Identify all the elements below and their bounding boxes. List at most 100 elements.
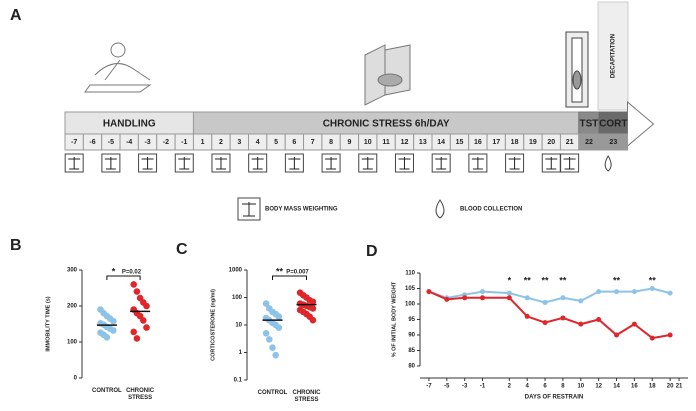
restraint-sketch bbox=[364, 44, 411, 106]
weigh-icon-glyph bbox=[563, 157, 576, 170]
day-label: 12 bbox=[401, 139, 409, 146]
significance-bracket bbox=[106, 275, 141, 280]
y-tick-label: 100 bbox=[232, 295, 243, 301]
data-point bbox=[133, 288, 141, 295]
legend-blood: BLOOD COLLECTION bbox=[460, 207, 522, 213]
tst-sketch bbox=[565, 31, 589, 108]
series-point bbox=[614, 289, 620, 295]
significance-stars: ** bbox=[276, 266, 284, 276]
weigh-icon-glyph bbox=[471, 157, 484, 170]
day-label: -3 bbox=[144, 139, 150, 146]
data-point bbox=[110, 317, 117, 325]
weigh-icon-glyph bbox=[288, 157, 301, 170]
x-tick-label: -5 bbox=[444, 384, 450, 390]
day-label: 23 bbox=[609, 139, 617, 146]
weigh-icon-glyph bbox=[361, 157, 374, 170]
x-tick-label: 4 bbox=[526, 384, 530, 390]
data-point bbox=[309, 305, 317, 312]
y-tick-label: 100 bbox=[67, 340, 78, 346]
drop-icon bbox=[435, 199, 445, 219]
day-label: -6 bbox=[89, 139, 95, 146]
x-tick-label: -7 bbox=[426, 384, 432, 390]
significance-stars: ** bbox=[649, 275, 657, 285]
y-tick-label: 105 bbox=[405, 286, 416, 292]
x-tick-label: CONTROL bbox=[92, 388, 122, 394]
y-tick-label: 10 bbox=[235, 323, 242, 329]
x-tick-label: 20 bbox=[667, 384, 674, 390]
x-tick-label: 18 bbox=[649, 384, 656, 390]
series-point bbox=[667, 332, 673, 338]
data-point bbox=[130, 281, 137, 288]
series-point bbox=[506, 295, 512, 301]
x-tick-label: CHRONIC STRESS bbox=[126, 388, 155, 401]
series-point bbox=[578, 298, 584, 304]
p-value: P=0.02 bbox=[122, 270, 142, 276]
day-label: 5 bbox=[274, 139, 278, 146]
p-value: P=0.007 bbox=[286, 270, 309, 276]
data-point bbox=[103, 334, 111, 341]
drop-icon bbox=[604, 155, 612, 172]
significance-bracket bbox=[272, 275, 307, 280]
y-tick-label: 100 bbox=[405, 302, 416, 308]
day-label: 9 bbox=[347, 139, 351, 146]
day-label: -5 bbox=[108, 139, 114, 146]
weigh-icon-glyph bbox=[508, 157, 521, 170]
series-point bbox=[667, 290, 673, 296]
data-point bbox=[275, 324, 283, 331]
significance-stars: * bbox=[112, 266, 116, 276]
y-tick-label: 1000 bbox=[229, 268, 243, 274]
significance-stars: ** bbox=[542, 275, 550, 285]
data-point bbox=[269, 344, 276, 351]
x-tick-label: 12 bbox=[595, 384, 602, 390]
data-point bbox=[262, 329, 270, 337]
series-point bbox=[524, 313, 530, 319]
weigh-icon-glyph bbox=[251, 157, 264, 170]
weigh-icon-glyph bbox=[325, 157, 338, 170]
arrow-head bbox=[627, 100, 655, 148]
data-point bbox=[143, 302, 150, 310]
header-label: HANDLING bbox=[103, 119, 156, 130]
weigh-icon-glyph bbox=[141, 157, 154, 170]
day-label: 8 bbox=[329, 139, 333, 146]
day-label: 22 bbox=[585, 139, 593, 146]
day-label: 1 bbox=[201, 139, 205, 146]
day-label: 7 bbox=[311, 139, 315, 146]
series-point bbox=[542, 299, 548, 305]
series-point bbox=[560, 315, 566, 321]
day-label: -7 bbox=[71, 139, 77, 146]
significance-stars: * bbox=[508, 275, 512, 285]
data-point bbox=[309, 316, 317, 324]
series-point bbox=[542, 320, 548, 326]
data-point bbox=[140, 317, 147, 324]
day-label: 21 bbox=[566, 139, 574, 146]
data-point bbox=[275, 313, 283, 321]
data-point bbox=[133, 335, 141, 342]
x-tick-label: 6 bbox=[543, 384, 547, 390]
day-label: 17 bbox=[492, 139, 500, 146]
series-point bbox=[631, 321, 637, 327]
data-point bbox=[272, 351, 280, 359]
y-tick-label: 85 bbox=[408, 348, 415, 354]
series-point bbox=[506, 290, 512, 296]
day-label: 19 bbox=[529, 139, 537, 146]
series-point bbox=[631, 289, 637, 295]
series-point bbox=[480, 289, 486, 295]
significance-stars: ** bbox=[559, 275, 567, 285]
legend-weighing: BODY MASS WEIGHTING bbox=[265, 207, 338, 213]
series-point bbox=[596, 317, 602, 322]
series-point bbox=[560, 295, 566, 301]
weigh-icon-glyph bbox=[104, 157, 117, 170]
y-tick-label: 80 bbox=[408, 364, 415, 370]
x-tick-label: 2 bbox=[508, 384, 512, 390]
weigh-icon-glyph bbox=[178, 157, 191, 170]
y-tick-label: 90 bbox=[408, 333, 415, 339]
y-axis-label: CORTICOSTERONE (ng/ml) bbox=[210, 289, 216, 361]
data-point bbox=[309, 298, 317, 306]
panel-letter: D bbox=[366, 243, 378, 260]
day-label: 4 bbox=[256, 139, 260, 146]
y-tick-label: 300 bbox=[67, 268, 78, 274]
x-tick-label: -3 bbox=[462, 384, 468, 390]
weigh-icon-glyph bbox=[214, 157, 227, 170]
